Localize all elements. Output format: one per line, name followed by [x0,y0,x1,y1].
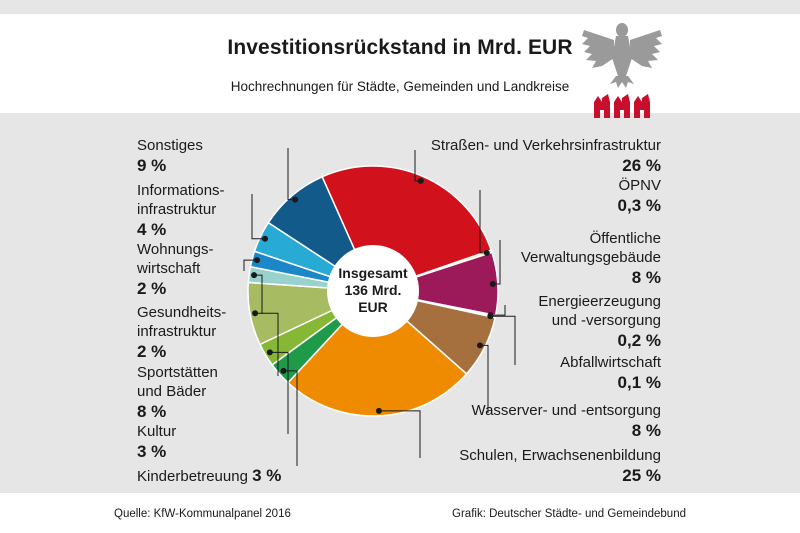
leader-dot [375,407,382,414]
leader-line [490,315,516,365]
slice-label-text: Abfallwirtschaft [560,354,661,371]
leader-dot [254,257,261,264]
center-line-2: 136 Mrd. [345,282,402,298]
slice-value: 26 % [622,156,661,175]
slice-label-text: infrastruktur [137,323,217,340]
leader-line [255,312,279,376]
leader-dot [252,310,259,317]
slice-value: 8 % [631,268,661,287]
slice-label: ÖPNV 0,3 % [480,176,661,216]
slice-label-text: wirtschaft [137,260,201,277]
leader-line [269,351,289,434]
leader-dot [483,249,490,256]
leader-dot [417,177,424,184]
chart-subtitle: Hochrechnungen für Städte, Gemeinden und… [230,79,570,94]
slice-value: 3 % [137,442,167,461]
slice-label-text: infrastruktur [137,201,217,218]
slice-label: Sonstiges 9 % [137,136,277,176]
slice-value: 2 % [137,279,167,298]
leader-dot [280,367,287,374]
slice-label: Gesundheits-infrastruktur 2 % [137,303,277,362]
slice-value: 0,1 % [617,373,661,392]
pie-slice [286,289,468,417]
slice-label-text: Wasserver- und -entsorgung [471,402,661,419]
leader-line [243,259,258,271]
leader-dot [261,235,268,242]
leader-line [251,194,265,240]
slice-value: 4 % [137,220,167,239]
leader-dot [292,196,299,203]
leader-dot [489,280,496,287]
center-line-1: Insgesamt [338,265,408,281]
slice-label-text: Straßen- und Verkehrsinfrastruktur [430,137,661,154]
leader-line [287,148,296,201]
chart-title: Investitionsrückstand in Mrd. EUR [227,36,573,59]
slice-label-text: Schulen, Erwachsenenbildung [459,447,661,464]
slice-label-text: Verwaltungsgebäude [520,249,661,266]
slice-label: Schulen, Erwachsenenbildung 25 % [400,446,661,486]
slice-value: 0,2 % [617,331,661,350]
leader-line [378,410,421,458]
leader-dot [266,349,273,356]
chart-center-hole [327,245,419,337]
slice-label-text: Kinderbetreuung [137,468,253,485]
slice-label-text: Informations- [137,182,225,199]
slice-label-text: und -versorgung [551,312,661,329]
eagle-icon [582,23,662,88]
slice-label-text: und Bäder [137,383,207,400]
leader-dot [487,313,494,320]
slice-label: Kultur 3 % [137,422,277,462]
leader-line [490,305,506,316]
slice-label-text: Wohnungs- [137,241,214,258]
slice-value: 9 % [137,156,167,175]
footer-band [0,493,800,533]
slice-label-text: Öffentliche [589,230,661,247]
slice-label: Informations-infrastruktur 4 % [137,181,277,240]
slice-label-text: Gesundheits- [137,304,227,321]
leader-dot [251,272,258,279]
slice-value: 8 % [631,421,661,440]
slice-label-text: ÖPNV [618,177,661,194]
slice-label-text: Sonstiges [137,137,203,154]
slice-value: 0,3 % [617,196,661,215]
leader-dot [476,342,483,349]
slice-label: Wasserver- und -entsorgung 8 % [400,401,661,441]
slice-value: 3 % [252,466,282,485]
slice-label: Energieerzeugung und -versorgung 0,2 % [480,292,661,351]
slice-label-text: Sportstätten [137,364,218,381]
slice-label: Kinderbetreuung 3 % [137,466,337,486]
center-line-3: EUR [358,299,388,315]
eagle-logo-icon [582,23,662,118]
slice-label: Wohnungs-wirtschaft 2 % [137,240,277,299]
castle-icon [594,94,650,118]
top-bar [0,0,800,14]
slice-label-text: Kultur [137,423,177,440]
slice-value: 25 % [622,466,661,485]
slice-label: Sportstätten und Bäder 8 % [137,363,277,422]
slice-label: Öffentliche Verwaltungsgebäude 8 % [480,229,661,288]
source-note: Quelle: KfW-Kommunalpanel 2016 [114,508,291,520]
slice-label: Straßen- und Verkehrsinfrastruktur 26 % [400,136,661,176]
slice-value: 2 % [137,342,167,361]
slice-label: Abfallwirtschaft 0,1 % [480,353,661,393]
slice-label-text: Energieerzeugung [538,293,661,310]
slice-value: 8 % [137,402,167,421]
credit-note: Grafik: Deutscher Städte- und Gemeindebu… [452,508,686,520]
